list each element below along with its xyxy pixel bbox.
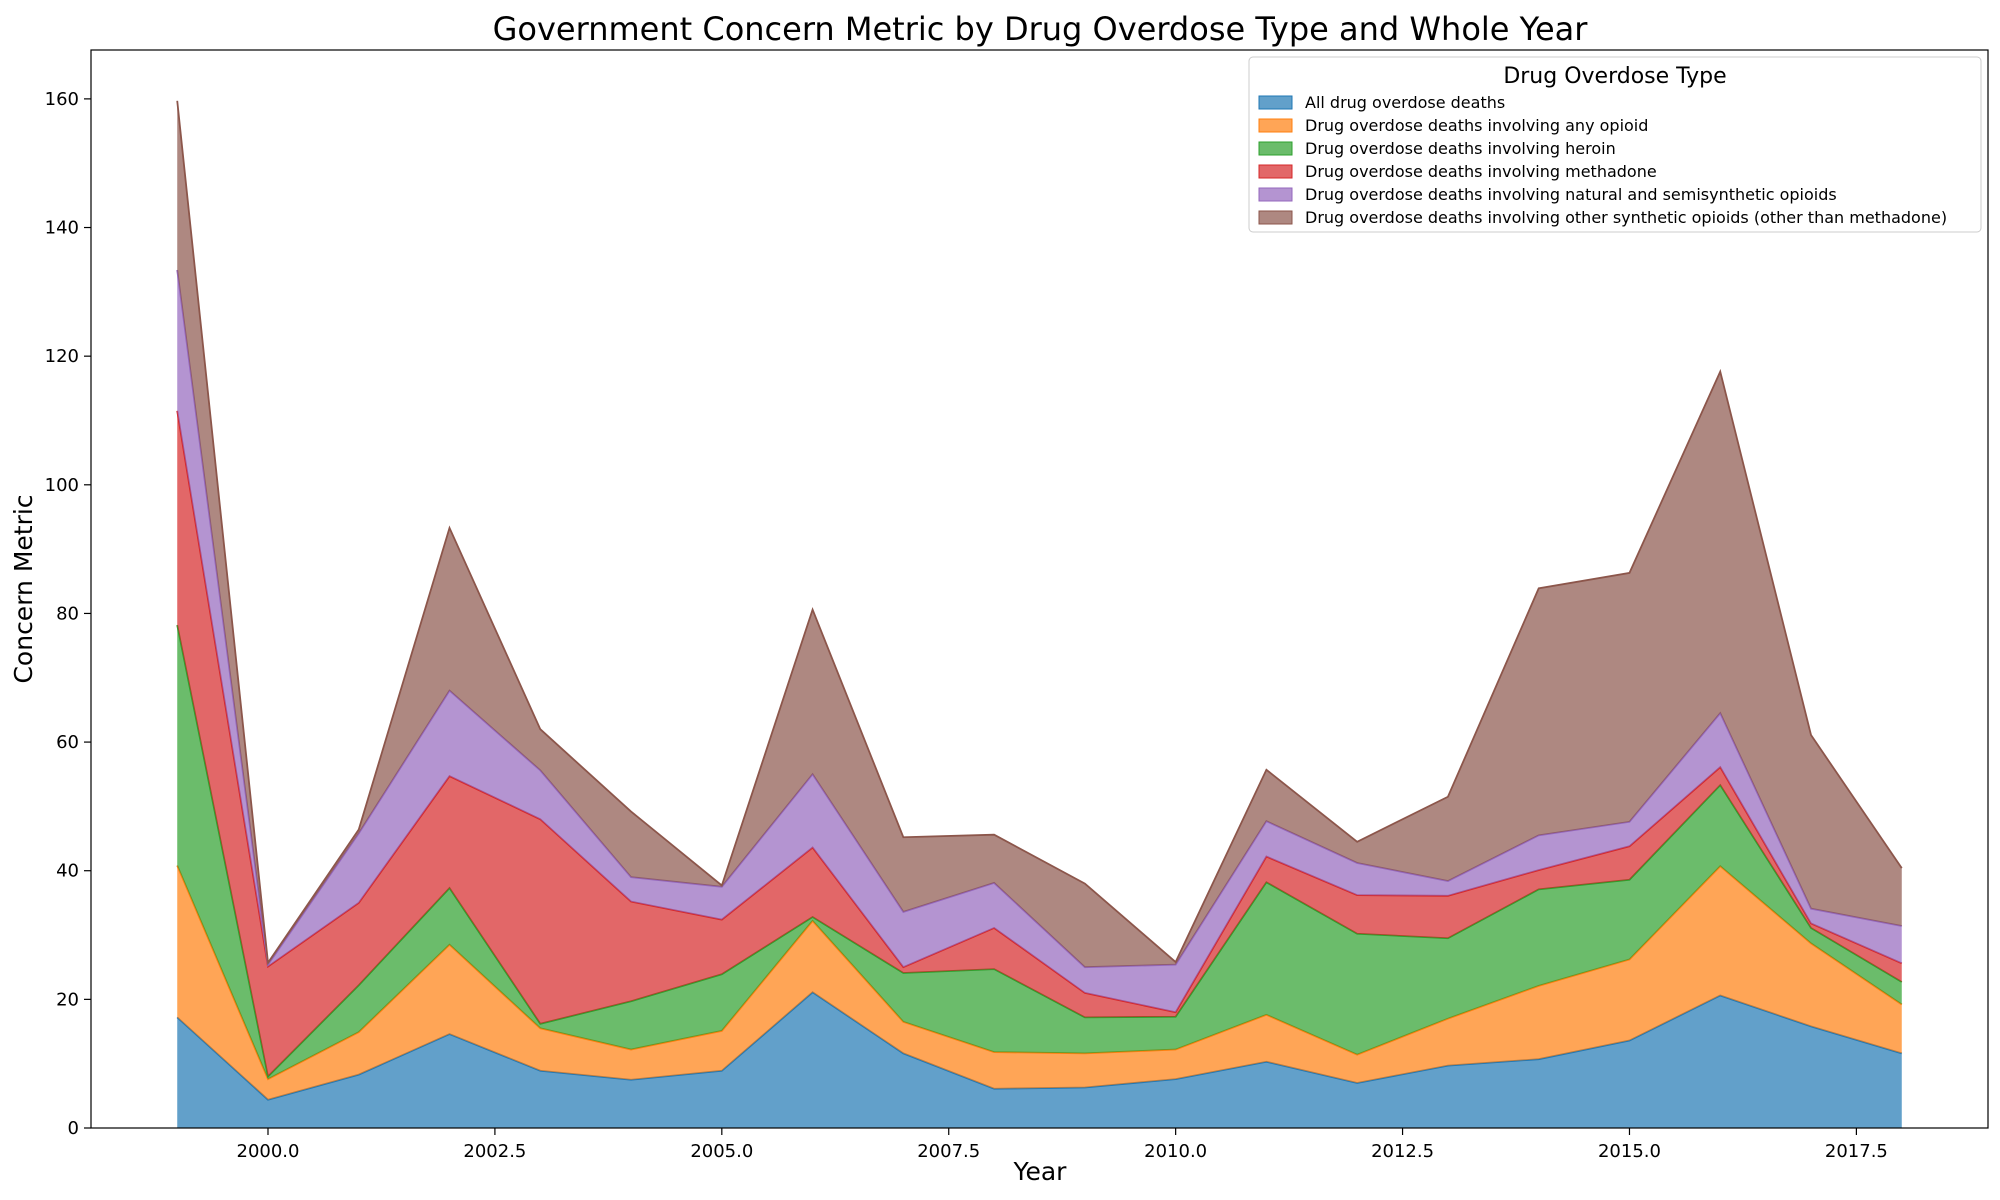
legend-swatch-series-5 xyxy=(1258,187,1293,202)
x-tick-label: 2000.0 xyxy=(237,1141,300,1162)
y-tick-label: 0 xyxy=(68,1118,79,1139)
legend-swatch-series-6 xyxy=(1258,210,1293,225)
y-tick-label: 120 xyxy=(45,346,79,367)
area-series-1 xyxy=(177,992,1902,1128)
y-tick-label: 100 xyxy=(45,475,79,496)
area-series-3 xyxy=(177,625,1902,1080)
legend-title: Drug Overdose Type xyxy=(1503,64,1726,89)
x-axis-ticks: 2000.0 2002.5 2005.0 2007.5 2010.0 2012.5 2015… xyxy=(237,1128,1888,1162)
area-edge-series-6 xyxy=(176,100,1903,966)
y-tick-label: 80 xyxy=(56,603,79,624)
chart-title: Government Concern Metric by Drug Overdo… xyxy=(493,10,1589,48)
area-series-6 xyxy=(177,100,1902,968)
y-tick-label: 60 xyxy=(56,732,79,753)
legend: Drug Overdose Type All drug overdose dea… xyxy=(1248,56,1982,233)
area-layers xyxy=(176,100,1903,1128)
y-axis-ticks: 0 20 40 60 80 100 120 140 160 xyxy=(45,89,91,1139)
legend-swatch-series-4 xyxy=(1258,164,1293,179)
legend-label-series-6: Drug overdose deaths involving other syn… xyxy=(1305,208,1947,227)
x-tick-label: 2005.0 xyxy=(690,1141,753,1162)
y-tick-label: 160 xyxy=(45,89,79,110)
legend-box xyxy=(1248,56,1982,233)
legend-label-series-5: Drug overdose deaths involving natural a… xyxy=(1305,185,1837,204)
legend-label-series-3: Drug overdose deaths involving heroin xyxy=(1305,139,1616,158)
legend-swatch-series-3 xyxy=(1258,141,1293,156)
y-tick-label: 20 xyxy=(56,989,79,1010)
area-series-2 xyxy=(177,865,1902,1100)
x-axis-label: Year xyxy=(1013,1157,1068,1186)
legend-swatch-series-1 xyxy=(1258,95,1293,110)
y-tick-label: 40 xyxy=(56,861,79,882)
legend-label-series-1: All drug overdose deaths xyxy=(1305,93,1505,112)
area-series-4 xyxy=(177,410,1902,1077)
x-tick-label: 2012.5 xyxy=(1371,1141,1434,1162)
legend-label-series-4: Drug overdose deaths involving methadone xyxy=(1305,162,1657,181)
x-tick-label: 2010.0 xyxy=(1144,1141,1207,1162)
x-tick-label: 2002.5 xyxy=(463,1141,526,1162)
x-tick-label: 2007.5 xyxy=(917,1141,980,1162)
legend-items: All drug overdose deaths Drug overdose de… xyxy=(1258,93,1947,227)
legend-swatch-series-2 xyxy=(1258,118,1293,133)
legend-label-series-2: Drug overdose deaths involving any opioi… xyxy=(1305,116,1648,135)
plot-frame xyxy=(90,49,1989,1129)
x-tick-label: 2015.0 xyxy=(1598,1141,1661,1162)
y-tick-label: 140 xyxy=(45,218,79,239)
x-tick-label: 2017.5 xyxy=(1825,1141,1888,1162)
y-axis-label: Concern Metric xyxy=(9,494,38,683)
